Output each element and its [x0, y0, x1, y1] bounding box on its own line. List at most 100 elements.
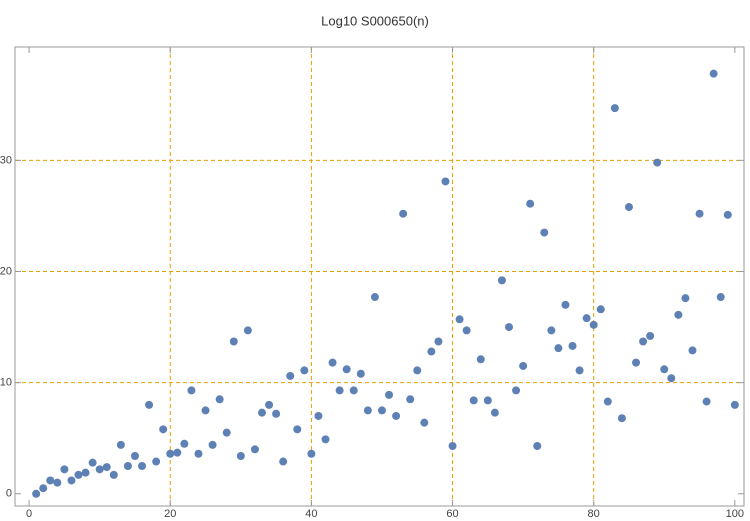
y-tick-label: 10: [0, 377, 12, 389]
point: [504, 323, 513, 332]
x-tick-label: 40: [305, 508, 317, 520]
point: [512, 386, 521, 395]
point: [575, 366, 584, 375]
point: [166, 449, 175, 458]
point: [173, 448, 182, 457]
point: [639, 337, 648, 346]
point: [279, 457, 288, 466]
point: [81, 468, 90, 477]
point: [152, 457, 161, 466]
point: [406, 395, 415, 404]
point: [95, 465, 104, 474]
point: [342, 365, 351, 374]
point: [695, 209, 704, 218]
point: [420, 418, 429, 427]
point: [674, 310, 683, 319]
point: [236, 451, 245, 460]
point: [130, 451, 139, 460]
chart-title: Log10 S000650(n): [321, 13, 429, 28]
point: [208, 440, 217, 449]
point: [286, 371, 295, 380]
point: [363, 406, 372, 415]
point: [497, 276, 506, 285]
point: [194, 449, 203, 458]
point: [159, 425, 168, 434]
point: [554, 344, 563, 353]
point: [39, 484, 48, 493]
x-tick-label: 0: [26, 508, 32, 520]
point: [483, 396, 492, 405]
point: [370, 293, 379, 302]
point: [300, 366, 309, 375]
point: [702, 397, 711, 406]
point: [660, 365, 669, 374]
point: [469, 396, 478, 405]
point: [716, 293, 725, 302]
point: [53, 478, 62, 487]
point: [229, 337, 238, 346]
point: [561, 300, 570, 309]
point: [490, 408, 499, 417]
point: [265, 400, 274, 409]
point: [653, 158, 662, 167]
point: [624, 203, 633, 212]
point: [413, 366, 422, 375]
point: [215, 395, 224, 404]
point: [145, 400, 154, 409]
point: [293, 425, 302, 434]
point: [582, 314, 591, 323]
point: [116, 440, 125, 449]
point: [67, 476, 76, 485]
x-tick-label: 100: [726, 508, 744, 520]
point: [448, 441, 457, 450]
point: [476, 355, 485, 364]
point: [667, 374, 676, 383]
plot-frame: [14, 46, 745, 507]
point: [123, 461, 132, 470]
point: [335, 386, 344, 395]
point: [455, 315, 464, 324]
y-tick-label: 30: [0, 154, 12, 166]
point: [596, 305, 605, 314]
x-tick-label: 60: [446, 508, 458, 520]
point: [272, 409, 281, 418]
point: [603, 397, 612, 406]
point: [434, 337, 443, 346]
y-tick-label: 0: [6, 488, 12, 500]
point: [102, 463, 111, 472]
y-tick-label: 20: [0, 265, 12, 277]
point: [307, 449, 316, 458]
point: [201, 406, 210, 415]
point: [427, 347, 436, 356]
point: [589, 320, 598, 329]
point: [540, 228, 549, 237]
point: [60, 465, 69, 474]
point: [392, 411, 401, 420]
point: [321, 435, 330, 444]
point: [617, 414, 626, 423]
point: [519, 361, 528, 370]
point: [187, 386, 196, 395]
x-tick-label: 20: [164, 508, 176, 520]
point: [222, 428, 231, 437]
point: [462, 326, 471, 335]
point: [399, 209, 408, 218]
point: [646, 331, 655, 340]
point: [441, 177, 450, 186]
point: [138, 461, 147, 470]
point: [32, 489, 41, 498]
point: [632, 358, 641, 367]
x-tick-label: 80: [588, 508, 600, 520]
point: [723, 210, 732, 219]
point: [533, 441, 542, 450]
point: [377, 406, 386, 415]
point: [610, 104, 619, 113]
point: [526, 199, 535, 208]
point: [314, 411, 323, 420]
point: [250, 445, 259, 454]
point: [243, 326, 252, 335]
point: [681, 294, 690, 303]
point: [547, 326, 556, 335]
point: [74, 470, 83, 479]
